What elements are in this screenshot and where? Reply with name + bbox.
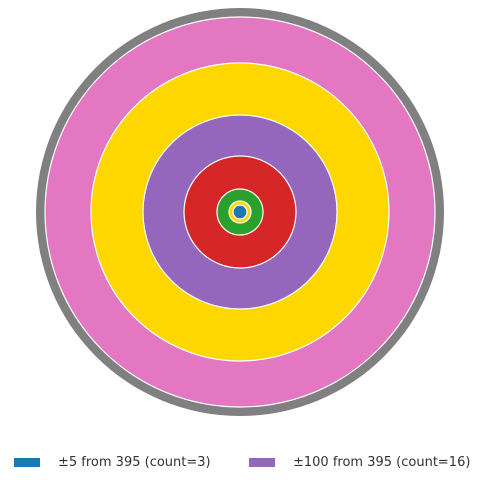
legend-swatch-5 (14, 458, 40, 467)
legend-label-5: ±5 from 395 (count=3) (58, 455, 211, 470)
legend-item-5: ±5 from 395 (count=3) (14, 455, 211, 470)
legend-swatch-100 (249, 458, 275, 467)
legend-item-100: ±100 from 395 (count=16) (249, 455, 470, 470)
ring-7 (232, 204, 248, 220)
concentric-ring-chart (36, 8, 444, 416)
legend: ±5 from 395 (count=3) ±100 from 395 (cou… (0, 455, 480, 477)
legend-label-100: ±100 from 395 (count=16) (293, 455, 471, 470)
